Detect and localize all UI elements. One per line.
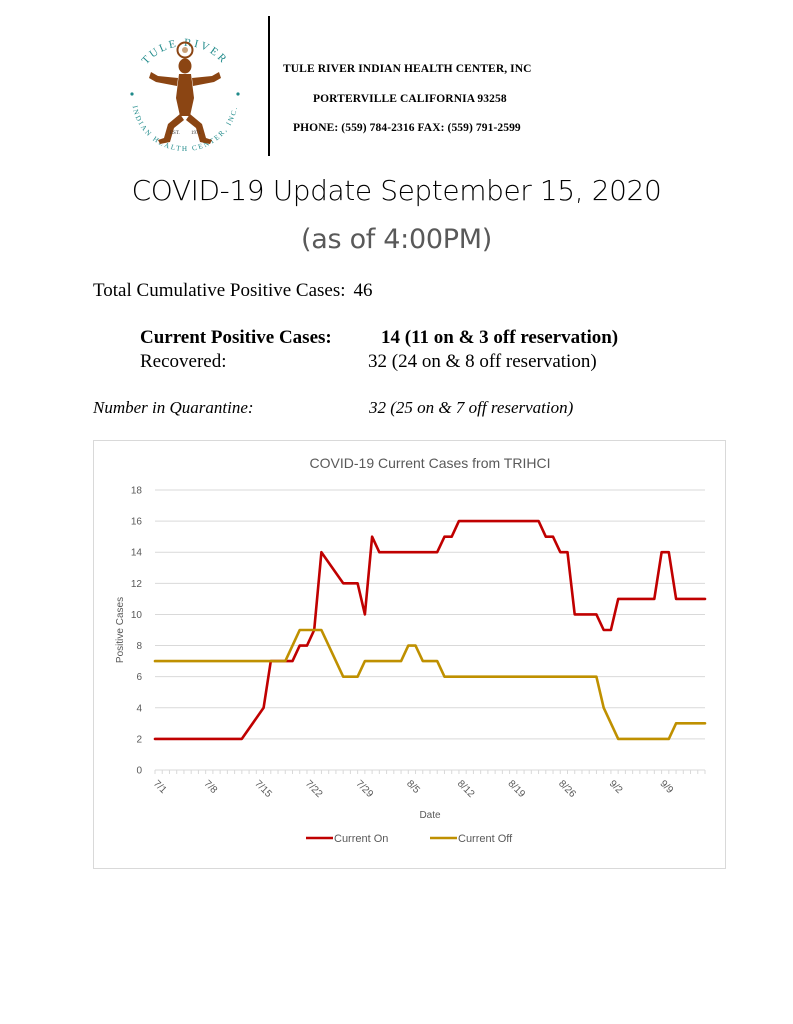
chart-title: COVID-19 Current Cases from TRIHCI [310, 455, 551, 471]
y-tick-label: 4 [136, 703, 142, 714]
x-tick-label: 8/5 [404, 778, 422, 796]
x-tick-label: 8/26 [556, 778, 578, 800]
page-title: COVID-19 Update September 15, 2020 [131, 174, 662, 207]
cases-line-chart: COVID-19 Current Cases from TRIHCI 0 2 4 6 8 1… [115, 455, 707, 845]
current-cases-value: 14 (11 on & 3 off reservation) [381, 327, 619, 348]
total-cases-line: Total Cumulative Positive Cases: 46 [93, 280, 373, 302]
total-cases-value: 46 [353, 280, 373, 301]
org-city: PORTERVILLE CALIFORNIA 93258 [313, 93, 507, 105]
quarantine-label: Number in Quarantine: [93, 398, 254, 417]
legend-label-1: Current Off [458, 833, 513, 845]
y-axis-title: Positive Cases [115, 597, 126, 663]
x-tick-label: 8/12 [455, 778, 477, 800]
y-tick-label: 12 [131, 579, 143, 590]
y-tick-label: 14 [131, 548, 143, 559]
y-tick-label: 2 [136, 734, 142, 745]
y-tick-label: 8 [136, 641, 142, 652]
series-line-0 [153, 519, 707, 741]
x-tick-label: 7/1 [151, 778, 169, 796]
logo-est-left: EST. [170, 131, 180, 136]
x-tick-label: 8/19 [505, 778, 527, 800]
y-tick-label: 10 [131, 610, 143, 621]
series-line-1 [153, 628, 707, 741]
legend-label-0: Current On [334, 833, 388, 845]
x-tick-label: 7/8 [202, 778, 220, 796]
org-name: TULE RIVER INDIAN HEALTH CENTER, INC [283, 63, 532, 75]
quarantine-value: 32 (25 on & 7 off reservation) [369, 398, 574, 417]
recovered-value: 32 (24 on & 8 off reservation) [368, 351, 597, 372]
chart-container: COVID-19 Current Cases from TRIHCI 0 2 4 6 8 1… [93, 440, 726, 869]
recovered-label: Recovered: [140, 351, 227, 372]
current-cases-label: Current Positive Cases: [140, 327, 332, 348]
x-tick-label: 9/9 [657, 778, 675, 796]
org-phone: PHONE: (559) 784-2316 FAX: (559) 791-259… [293, 122, 521, 134]
logo-est-right: 1971 [191, 131, 202, 136]
logo-figure-icon [149, 41, 221, 144]
x-tick-label: 7/29 [354, 778, 376, 800]
y-tick-label: 18 [131, 486, 143, 497]
y-tick-label: 16 [131, 517, 143, 528]
y-tick-label: 0 [136, 766, 142, 777]
header-divider [268, 16, 270, 156]
y-tick-label: 6 [136, 672, 142, 683]
x-tick-label: 7/15 [252, 778, 274, 800]
tule-river-logo: TULE RIVER INDIAN HEALTH CENTER, INC. ES… [130, 37, 240, 153]
x-tick-label: 9/2 [607, 778, 625, 796]
x-tick-label: 7/22 [303, 778, 325, 800]
page-subtitle: (as of 4:00PM) [301, 224, 492, 255]
total-cases-label: Total Cumulative Positive Cases: [93, 280, 346, 301]
x-axis-title: Date [419, 810, 441, 821]
